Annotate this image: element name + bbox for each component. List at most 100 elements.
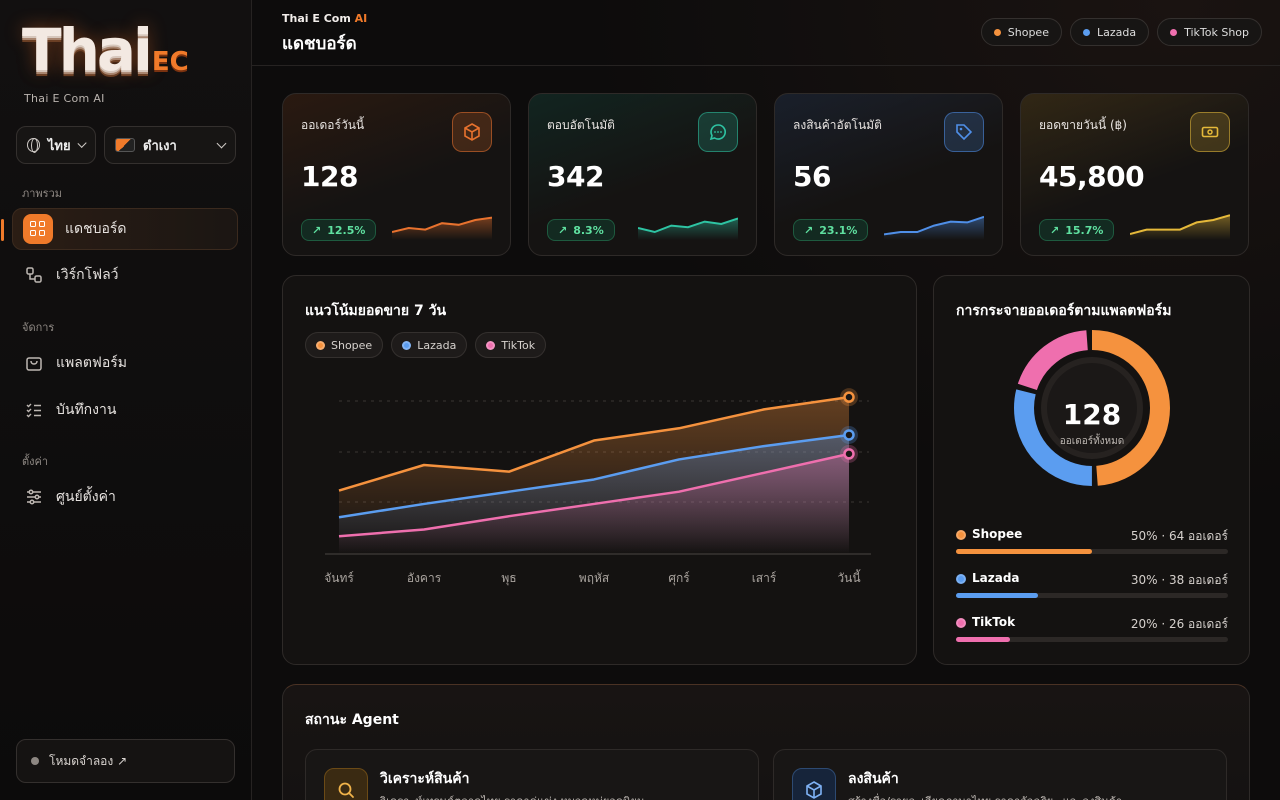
box-icon [452,112,492,152]
platform-chip[interactable]: TikTok Shop [1157,18,1262,46]
arrow-up-right-icon: ↗ [1050,223,1060,237]
cash-icon [1190,112,1230,152]
sparkline [638,217,738,240]
legend-item[interactable]: Lazada [391,332,468,358]
x-tick-label: อังคาร [407,571,442,585]
change-badge: ↗ 8.3% [547,219,615,241]
legend-item[interactable]: Shopee [305,332,384,358]
agent-card-listing[interactable]: ลงสินค้า สร้างชื่อ/รายละเอียดภาษาไทย ราค… [773,749,1227,800]
legend-dot-icon [402,340,412,350]
language-select[interactable]: ไทย [16,126,96,164]
sidebar-item-label: บันทึกงาน [56,402,117,418]
kpi-label: ลงสินค้าอัตโนมัติ [793,118,882,132]
brand-label: Thai E Com AI [282,12,368,25]
x-tick-label: ศุกร์ [668,571,690,586]
kpi-label: ออเดอร์วันนี้ [301,118,365,132]
sidebar-item-workflow[interactable]: เวิร์กโฟลว์ [12,254,238,296]
kpi-value: 56 [793,160,831,193]
sparkline [884,215,984,240]
sidebar-item-settings[interactable]: ศูนย์ตั้งค่า [12,476,238,518]
theme-select[interactable]: ดำเงา [104,126,236,164]
sparkline [1130,214,1230,240]
legend-label: TikTok [501,338,536,352]
chevron-down-icon [216,138,227,148]
progress-fill [956,593,1038,598]
data-point[interactable] [843,429,855,441]
x-tick-label: พุธ [501,571,516,586]
sliders-icon [24,487,44,507]
sparkline [392,216,492,240]
donut-caption: ออเดอร์ทั้งหมด [1059,436,1125,447]
kpi-value: 342 [547,160,604,193]
agent-description: วิเคราะห์เทรนด์ตลาดไทย ราคาคู่แข่ง หมวดห… [380,792,644,800]
legend-label: Shopee [331,338,373,352]
kpi-value: 45,800 [1039,160,1145,193]
change-badge: ↗ 15.7% [1039,219,1115,241]
agent-status-panel: สถานะ Agent วิเคราะห์สินค้า วิเคราะห์เทร… [282,684,1250,800]
agent-status-title: สถานะ Agent [305,712,399,728]
dashboard-icon [23,214,53,244]
legend-item[interactable]: TikTok [475,332,547,358]
legend-dot-icon [486,340,496,350]
sidebar-item-dashboard[interactable]: แดชบอร์ด [1,208,238,250]
sparkline-area [638,218,738,240]
top-bar: Thai E Com AI แดชบอร์ด Shopee Lazada TikTo… [252,0,1280,66]
legend-label: Lazada [417,338,457,352]
platform-chip[interactable]: Lazada [1069,18,1150,46]
search-icon [324,768,368,800]
sidebar: ThaiEC Thai E Com AI ไทย ดำเงา ภาพรวม แด… [0,0,252,800]
platform-chip-label: Shopee [1007,25,1049,39]
sidebar-item-label: แพลตฟอร์ม [56,355,127,371]
sidebar-item-platforms[interactable]: แพลตฟอร์ม [12,342,238,384]
sparkline-line [1130,214,1230,235]
checklist-icon [24,400,44,420]
donut-slice[interactable] [1014,330,1170,486]
distribution-panel: การกระจายออเดอร์ตามแพลตฟอร์ม 128 ออเดอร์… [933,275,1250,665]
agent-card-analyze[interactable]: วิเคราะห์สินค้า วิเคราะห์เทรนด์ตลาดไทย ร… [305,749,759,800]
x-tick-label: วันนี้ [837,569,861,585]
x-tick-label: เสาร์ [752,571,777,585]
nav-section-settings: ตั้งค่า [22,455,49,468]
sidebar-item-logs[interactable]: บันทึกงาน [12,389,238,431]
logo-text: Thai [22,16,153,84]
sales-trend-panel: แนวโน้มยอดขาย 7 วัน Shopee Lazada TikTok จ… [282,275,917,665]
series-line [338,433,850,519]
platform-name: TikTok [972,615,1016,629]
kpi-label: ตอบอัตโนมัติ [547,118,615,132]
nav-section-overview: ภาพรวม [22,187,63,200]
platform-chips: Shopee Lazada TikTok Shop [980,18,1262,46]
platform-dot-icon [1170,28,1178,36]
progress-track [956,637,1228,642]
demo-mode-label: โหมดจำลอง ↗ [49,753,128,768]
demo-mode-button[interactable]: โหมดจำลอง ↗ [16,739,235,783]
platform-chip-label: TikTok Shop [1184,25,1249,39]
kpi-card: ออเดอร์วันนี้ 128 ↗ 12.5% [282,93,511,256]
sidebar-item-label: แดชบอร์ด [65,221,127,237]
data-point[interactable] [843,391,855,403]
tag-icon [944,112,984,152]
platform-chip[interactable]: Shopee [980,18,1062,46]
trend-legend: Shopee Lazada TikTok [305,332,547,358]
sidebar-item-label: เวิร์กโฟลว์ [56,267,119,283]
agent-description: สร้างชื่อ/รายละเอียดภาษาไทย ราคาอัจฉริยะ… [848,792,1122,800]
platform-dot-icon [993,28,1001,36]
donut-chart [1014,330,1170,486]
data-point[interactable] [843,448,855,460]
donut-slice[interactable] [1014,330,1170,486]
sparkline-line [884,215,984,236]
x-tick-label: จันทร์ [324,571,354,585]
donut-total: 128 [1062,398,1122,431]
legend-dot-icon [316,340,325,350]
series-line [338,452,850,538]
globe-icon [27,138,40,153]
language-value: ไทย [47,138,71,154]
logo-ec: EC [151,47,189,77]
sparkline-area [884,216,984,240]
platform-dot-icon [1082,28,1090,36]
theme-swatch-icon [115,138,135,152]
progress-track [956,549,1228,554]
chevron-down-icon [77,138,87,148]
main-content: Thai E Com AI แดชบอร์ด Shopee Lazada TikTo… [252,0,1280,800]
kpi-label: ยอดขายวันนี้ (฿) [1039,118,1127,132]
logo: ThaiEC [22,18,189,82]
